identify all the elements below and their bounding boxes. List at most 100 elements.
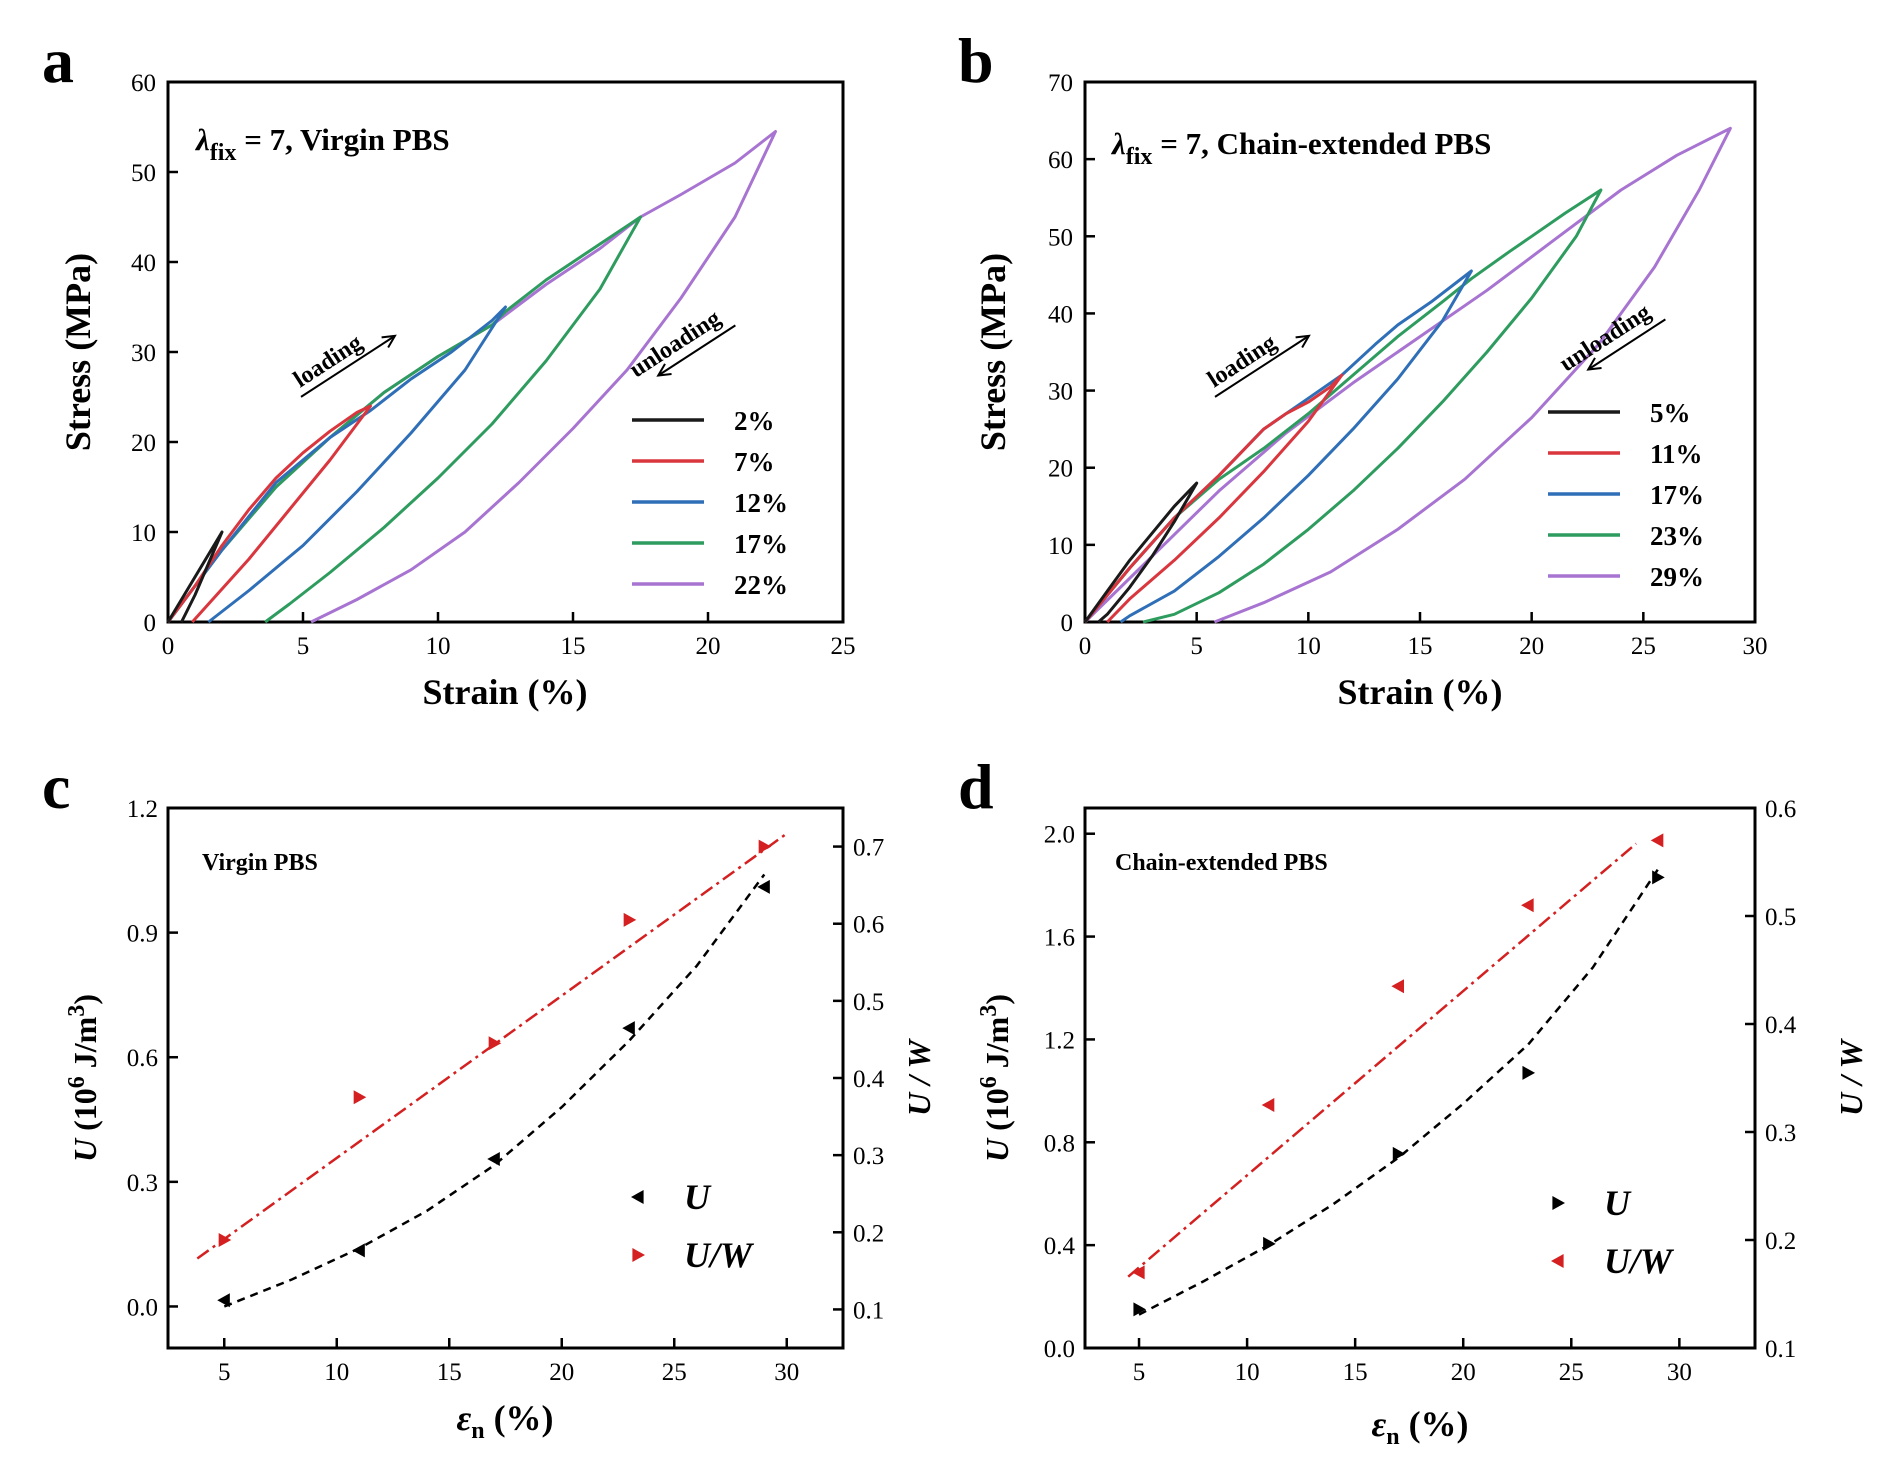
a-x-tick-label: 15 bbox=[561, 633, 586, 660]
panel-d-ticks: 5 10 15 20 25 30 0.0 0.4 0.8 1.2 1.6 2.0 0.1 0.2 0.3 0.… bbox=[1044, 796, 1797, 1386]
b-legend-label: 17% bbox=[1650, 480, 1704, 510]
d-right-y-tick-label: 0.1 bbox=[1765, 1336, 1796, 1363]
panel-a-unloading-annotation: unloading bbox=[625, 305, 736, 383]
d-left-y-tick-label: 0.4 bbox=[1044, 1233, 1076, 1260]
panel-b-y-axis-title: Stress (MPa) bbox=[973, 253, 1013, 451]
b-y-tick-label: 70 bbox=[1048, 70, 1073, 97]
panel-c-inset-label: Virgin PBS bbox=[202, 850, 318, 876]
panel-c-x-axis-title: εn (%) bbox=[456, 1398, 553, 1444]
d-fit-UW bbox=[1127, 842, 1637, 1278]
b-x-tick-label: 20 bbox=[1519, 633, 1544, 660]
d-point-UW bbox=[1650, 833, 1664, 848]
c-right-y-tick-label: 0.1 bbox=[853, 1297, 884, 1324]
c-left-y-tick-label: 1.2 bbox=[127, 796, 158, 823]
d-point-U bbox=[1263, 1236, 1276, 1251]
c-left-y-tick-label: 0.9 bbox=[127, 921, 158, 948]
c-right-y-tick-label: 0.5 bbox=[853, 989, 884, 1016]
d-x-tick-label: 30 bbox=[1667, 1359, 1692, 1386]
panel-c-chart: 5 10 15 20 25 30 0.0 0.3 0.6 0.9 1.2 0.1 0.2 0.3 0.4 0.… bbox=[64, 796, 937, 1444]
d-left-y-tick-label: 2.0 bbox=[1044, 822, 1075, 849]
panel-d-legend: U U/W bbox=[1551, 1183, 1675, 1281]
c-point-UW bbox=[758, 839, 772, 854]
svg-text:unloading: unloading bbox=[625, 305, 725, 383]
b-x-tick-label: 10 bbox=[1296, 633, 1321, 660]
a-x-tick-label: 25 bbox=[831, 633, 856, 660]
b-legend-label: 29% bbox=[1650, 562, 1704, 592]
panel-d-letter: d bbox=[958, 751, 994, 822]
d-point-UW bbox=[1261, 1098, 1275, 1112]
panel-a-inset-label: λfix = 7, Virgin PBS bbox=[194, 122, 450, 166]
d-right-y-tick-label: 0.3 bbox=[1765, 1120, 1796, 1147]
b-x-tick-label: 25 bbox=[1631, 633, 1656, 660]
c-right-y-tick-label: 0.7 bbox=[853, 835, 884, 862]
panel-c-plot bbox=[196, 832, 788, 1308]
panel-c-right-y-axis-title: U / W bbox=[901, 1038, 937, 1116]
c-point-U bbox=[757, 879, 770, 894]
d-left-y-tick-label: 1.2 bbox=[1044, 1027, 1075, 1054]
d-x-tick-label: 10 bbox=[1235, 1359, 1260, 1386]
panel-c-left-y-axis-title: U (106 J/m3) bbox=[64, 994, 103, 1162]
panel-b-loading-annotation: loading bbox=[1203, 330, 1311, 398]
panel-a-curves bbox=[166, 130, 777, 624]
a-x-tick-label: 0 bbox=[162, 633, 175, 660]
a-y-tick-label: 20 bbox=[131, 430, 156, 457]
c-x-tick-label: 20 bbox=[549, 1359, 574, 1386]
a-legend-label: 22% bbox=[734, 570, 788, 600]
panel-b-chart: 0 5 10 15 20 25 30 0 10 20 30 40 50 60 70 λfix = 7, Ch… bbox=[973, 70, 1768, 712]
d-right-y-tick-label: 0.4 bbox=[1765, 1012, 1797, 1039]
a-x-tick-label: 20 bbox=[696, 633, 721, 660]
d-left-y-tick-label: 0.8 bbox=[1044, 1130, 1075, 1157]
panel-d-chart: 5 10 15 20 25 30 0.0 0.4 0.8 1.2 1.6 2.0 0.1 0.2 0.3 0.… bbox=[976, 796, 1869, 1450]
b-y-tick-label: 60 bbox=[1048, 147, 1073, 174]
b-curve-23pct bbox=[1083, 188, 1603, 624]
a-x-tick-label: 10 bbox=[426, 633, 451, 660]
d-point-U bbox=[1392, 1146, 1406, 1161]
c-point-UW bbox=[623, 912, 637, 927]
c-point-U bbox=[217, 1293, 230, 1308]
a-curve-12pct bbox=[166, 305, 507, 624]
c-point-UW bbox=[353, 1090, 367, 1105]
b-x-tick-label: 0 bbox=[1079, 633, 1092, 660]
a-y-tick-label: 30 bbox=[131, 340, 156, 367]
d-right-y-tick-label: 0.5 bbox=[1765, 904, 1796, 931]
panel-a-y-axis-title: Stress (MPa) bbox=[58, 253, 98, 451]
d-point-UW bbox=[1132, 1265, 1145, 1280]
b-legend-label: 23% bbox=[1650, 521, 1704, 551]
d-x-tick-label: 5 bbox=[1133, 1359, 1146, 1386]
c-point-UW bbox=[488, 1036, 502, 1051]
panel-c-letter: c bbox=[42, 751, 70, 822]
panel-a-legend: 2% 7% 12% 17% 22% bbox=[632, 406, 788, 600]
c-right-y-tick-label: 0.3 bbox=[853, 1143, 884, 1170]
c-x-tick-label: 25 bbox=[662, 1359, 687, 1386]
d-x-tick-label: 15 bbox=[1343, 1359, 1368, 1386]
c-legend-marker bbox=[632, 1248, 645, 1262]
c-legend-marker bbox=[631, 1190, 644, 1204]
b-y-tick-label: 40 bbox=[1048, 301, 1073, 328]
c-left-y-tick-label: 0.3 bbox=[127, 1170, 158, 1197]
panel-d-plot bbox=[1127, 833, 1665, 1317]
c-legend-label: U/W bbox=[684, 1235, 755, 1275]
b-curve-11pct bbox=[1083, 373, 1344, 624]
b-curve-5pct bbox=[1083, 481, 1199, 624]
d-point-U bbox=[1652, 870, 1665, 885]
a-y-tick-label: 60 bbox=[131, 70, 156, 97]
panel-d-inset-label: Chain-extended PBS bbox=[1115, 850, 1328, 876]
panel-d-left-y-axis-title: U (106 J/m3) bbox=[976, 994, 1015, 1162]
b-x-tick-label: 15 bbox=[1408, 633, 1433, 660]
c-x-tick-label: 10 bbox=[324, 1359, 349, 1386]
d-x-tick-label: 25 bbox=[1559, 1359, 1584, 1386]
a-x-tick-label: 5 bbox=[297, 633, 310, 660]
a-curve-17pct bbox=[166, 215, 642, 624]
panel-b-inset-label: λfix = 7, Chain-extended PBS bbox=[1110, 126, 1491, 170]
a-y-tick-label: 40 bbox=[131, 250, 156, 277]
d-point-U bbox=[1522, 1065, 1536, 1080]
d-legend-marker bbox=[1552, 1196, 1565, 1210]
panel-c-legend: U U/W bbox=[631, 1177, 755, 1275]
c-x-tick-label: 15 bbox=[437, 1359, 462, 1386]
b-x-tick-label: 5 bbox=[1190, 633, 1203, 660]
c-x-tick-label: 30 bbox=[774, 1359, 799, 1386]
c-point-UW bbox=[218, 1233, 232, 1247]
c-left-y-tick-label: 0.6 bbox=[127, 1045, 158, 1072]
c-point-U bbox=[487, 1152, 500, 1166]
a-legend-label: 7% bbox=[734, 447, 775, 477]
